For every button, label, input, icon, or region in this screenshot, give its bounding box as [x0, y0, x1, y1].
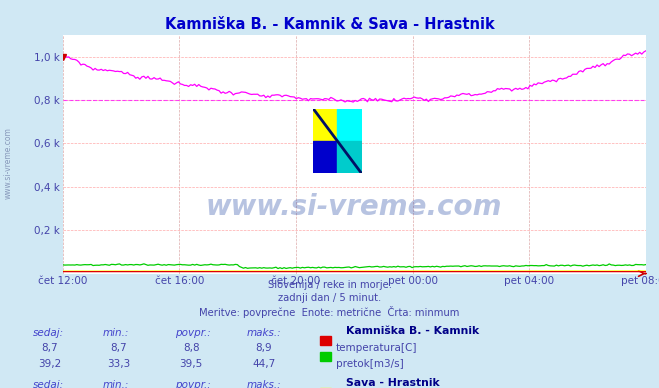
Text: Slovenija / reke in morje.: Slovenija / reke in morje.	[268, 280, 391, 290]
Bar	[314, 109, 337, 141]
Bar	[314, 141, 337, 173]
Text: Kamniška B. - Kamnik & Sava - Hrastnik: Kamniška B. - Kamnik & Sava - Hrastnik	[165, 17, 494, 33]
Text: sedaj:: sedaj:	[33, 380, 64, 388]
Text: 8,7: 8,7	[41, 343, 58, 353]
Text: 44,7: 44,7	[252, 359, 275, 369]
Text: temperatura[C]: temperatura[C]	[336, 343, 418, 353]
Text: 8,8: 8,8	[183, 343, 200, 353]
Text: povpr.:: povpr.:	[175, 380, 210, 388]
Text: 8,9: 8,9	[255, 343, 272, 353]
Text: Sava - Hrastnik: Sava - Hrastnik	[346, 378, 440, 388]
Text: 8,7: 8,7	[110, 343, 127, 353]
Bar	[337, 141, 362, 173]
Text: 33,3: 33,3	[107, 359, 130, 369]
Text: www.si-vreme.com: www.si-vreme.com	[206, 193, 502, 221]
Text: 39,2: 39,2	[38, 359, 61, 369]
Bar	[337, 109, 362, 141]
Text: povpr.:: povpr.:	[175, 328, 210, 338]
Text: sedaj:: sedaj:	[33, 328, 64, 338]
Text: Meritve: povprečne  Enote: metrične  Črta: minmum: Meritve: povprečne Enote: metrične Črta:…	[199, 306, 460, 318]
Text: min.:: min.:	[102, 328, 129, 338]
Text: www.si-vreme.com: www.si-vreme.com	[3, 127, 13, 199]
Text: maks.:: maks.:	[247, 380, 282, 388]
Text: Kamniška B. - Kamnik: Kamniška B. - Kamnik	[346, 326, 479, 336]
Text: maks.:: maks.:	[247, 328, 282, 338]
Text: pretok[m3/s]: pretok[m3/s]	[336, 359, 404, 369]
Text: 39,5: 39,5	[179, 359, 203, 369]
Text: min.:: min.:	[102, 380, 129, 388]
Text: zadnji dan / 5 minut.: zadnji dan / 5 minut.	[278, 293, 381, 303]
